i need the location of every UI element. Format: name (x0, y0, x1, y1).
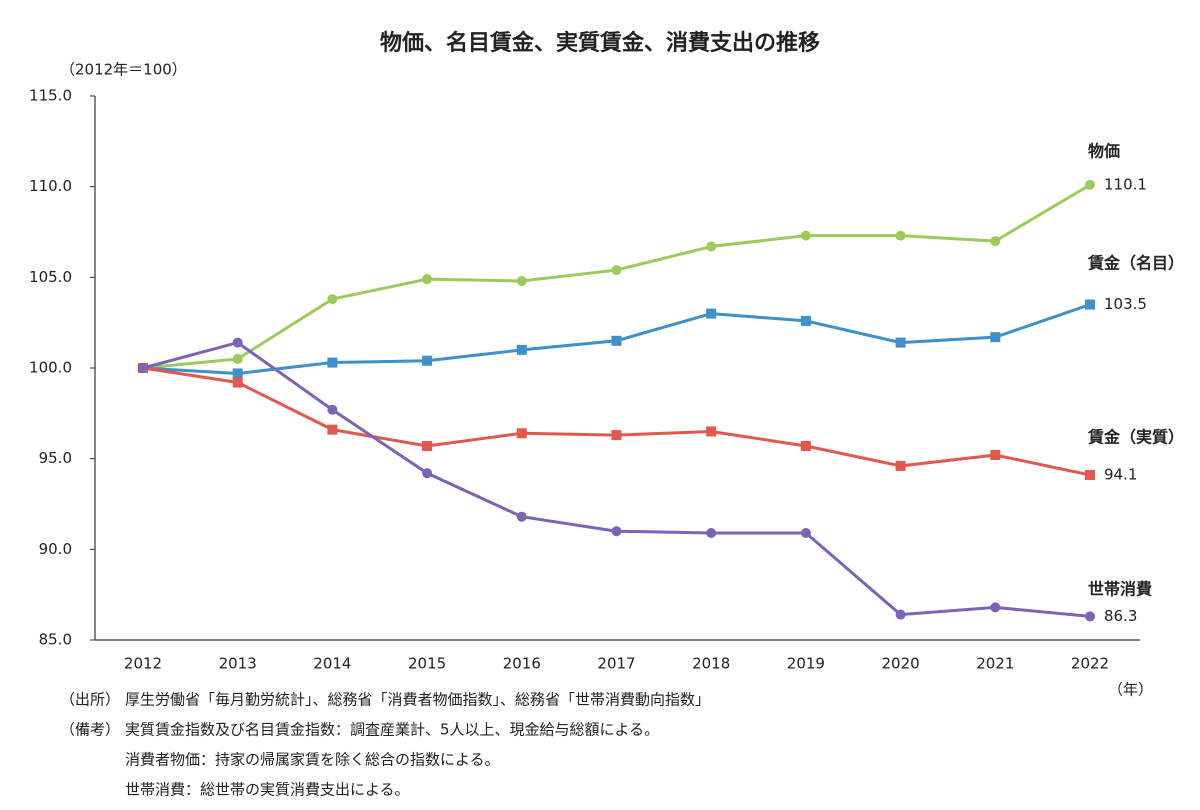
marker (516, 344, 527, 355)
data-label: 110.1 (1104, 175, 1147, 193)
marker (327, 404, 338, 415)
y-tick-label: 90.0 (39, 540, 72, 558)
legend-label: 世帯消費 (1088, 580, 1152, 599)
y-tick-label: 105.0 (29, 268, 72, 286)
marker (232, 377, 243, 388)
legend-label: 賃金（名目） (1087, 254, 1184, 273)
marker (1085, 469, 1095, 480)
y-tick-label: 85.0 (39, 631, 72, 649)
marker (706, 308, 717, 319)
x-tick-label: 2013 (219, 655, 257, 673)
y-tick-label: 110.0 (29, 177, 72, 195)
marker (422, 440, 433, 451)
note-label: （備考） (60, 721, 120, 739)
marker (138, 363, 148, 373)
x-tick-label: 2022 (1071, 655, 1109, 673)
marker (516, 275, 527, 286)
marker (327, 424, 338, 435)
x-axis-label: （年） (1108, 681, 1153, 699)
marker (516, 428, 527, 439)
data-label: 94.1 (1104, 465, 1137, 483)
marker (800, 440, 811, 451)
marker (895, 337, 906, 348)
marker (1085, 299, 1095, 310)
y-tick-label: 95.0 (39, 449, 72, 467)
x-tick-label: 2019 (787, 655, 825, 673)
marker (422, 468, 433, 479)
marker (611, 265, 622, 276)
note-text: 実質賃金指数及び名目賃金指数：調査産業計、5人以上、現金給与総額による。 (125, 721, 659, 739)
marker (422, 355, 433, 366)
x-tick-label: 2016 (503, 655, 541, 673)
marker (327, 357, 338, 368)
series-line (142, 366, 1091, 477)
marker (895, 230, 906, 241)
y-tick-label: 115.0 (29, 87, 72, 105)
marker (232, 368, 243, 379)
marker (800, 315, 811, 326)
x-tick-label: 2012 (124, 655, 162, 673)
marker (800, 528, 811, 539)
marker (232, 337, 243, 348)
marker (706, 241, 717, 252)
marker (1085, 179, 1095, 190)
marker (990, 450, 1001, 461)
marker (422, 274, 433, 285)
note-text: 世帯消費：総世帯の実質消費支出による。 (125, 781, 410, 799)
marker (516, 511, 527, 522)
x-tick-label: 2018 (692, 655, 730, 673)
data-label: 86.3 (1104, 607, 1137, 625)
marker (327, 294, 338, 305)
marker (895, 609, 906, 620)
x-tick-label: 2021 (976, 655, 1014, 673)
marker (611, 430, 622, 441)
note-text: 消費者物価：持家の帰属家賃を除く総合の指数による。 (125, 751, 500, 769)
marker (232, 353, 243, 364)
chart-title: 物価、名目賃金、実質賃金、消費支出の推移 (380, 30, 820, 56)
marker (800, 230, 811, 241)
marker (990, 332, 1001, 343)
marker (611, 335, 622, 346)
note-text: 厚生労働省「毎月勤労統計」、総務省「消費者物価指数」、総務省「世帯消費動向指数」 (125, 691, 710, 709)
legend-label: 賃金（実質） (1087, 428, 1184, 447)
legend-label: 物価 (1088, 142, 1120, 161)
marker (990, 602, 1001, 613)
y-tick-label: 100.0 (29, 359, 72, 377)
x-tick-label: 2017 (597, 655, 635, 673)
marker (706, 528, 717, 539)
x-tick-label: 2014 (313, 655, 351, 673)
series-line (142, 340, 1091, 618)
y-axis-label: （2012年＝100） (60, 61, 187, 79)
marker (895, 460, 906, 471)
note-label: （出所） (60, 691, 120, 709)
marker (1085, 611, 1095, 622)
marker (706, 426, 717, 437)
x-tick-label: 2015 (408, 655, 446, 673)
x-tick-label: 2020 (882, 655, 920, 673)
data-label: 103.5 (1104, 295, 1147, 313)
marker (611, 526, 622, 537)
marker (990, 236, 1001, 247)
